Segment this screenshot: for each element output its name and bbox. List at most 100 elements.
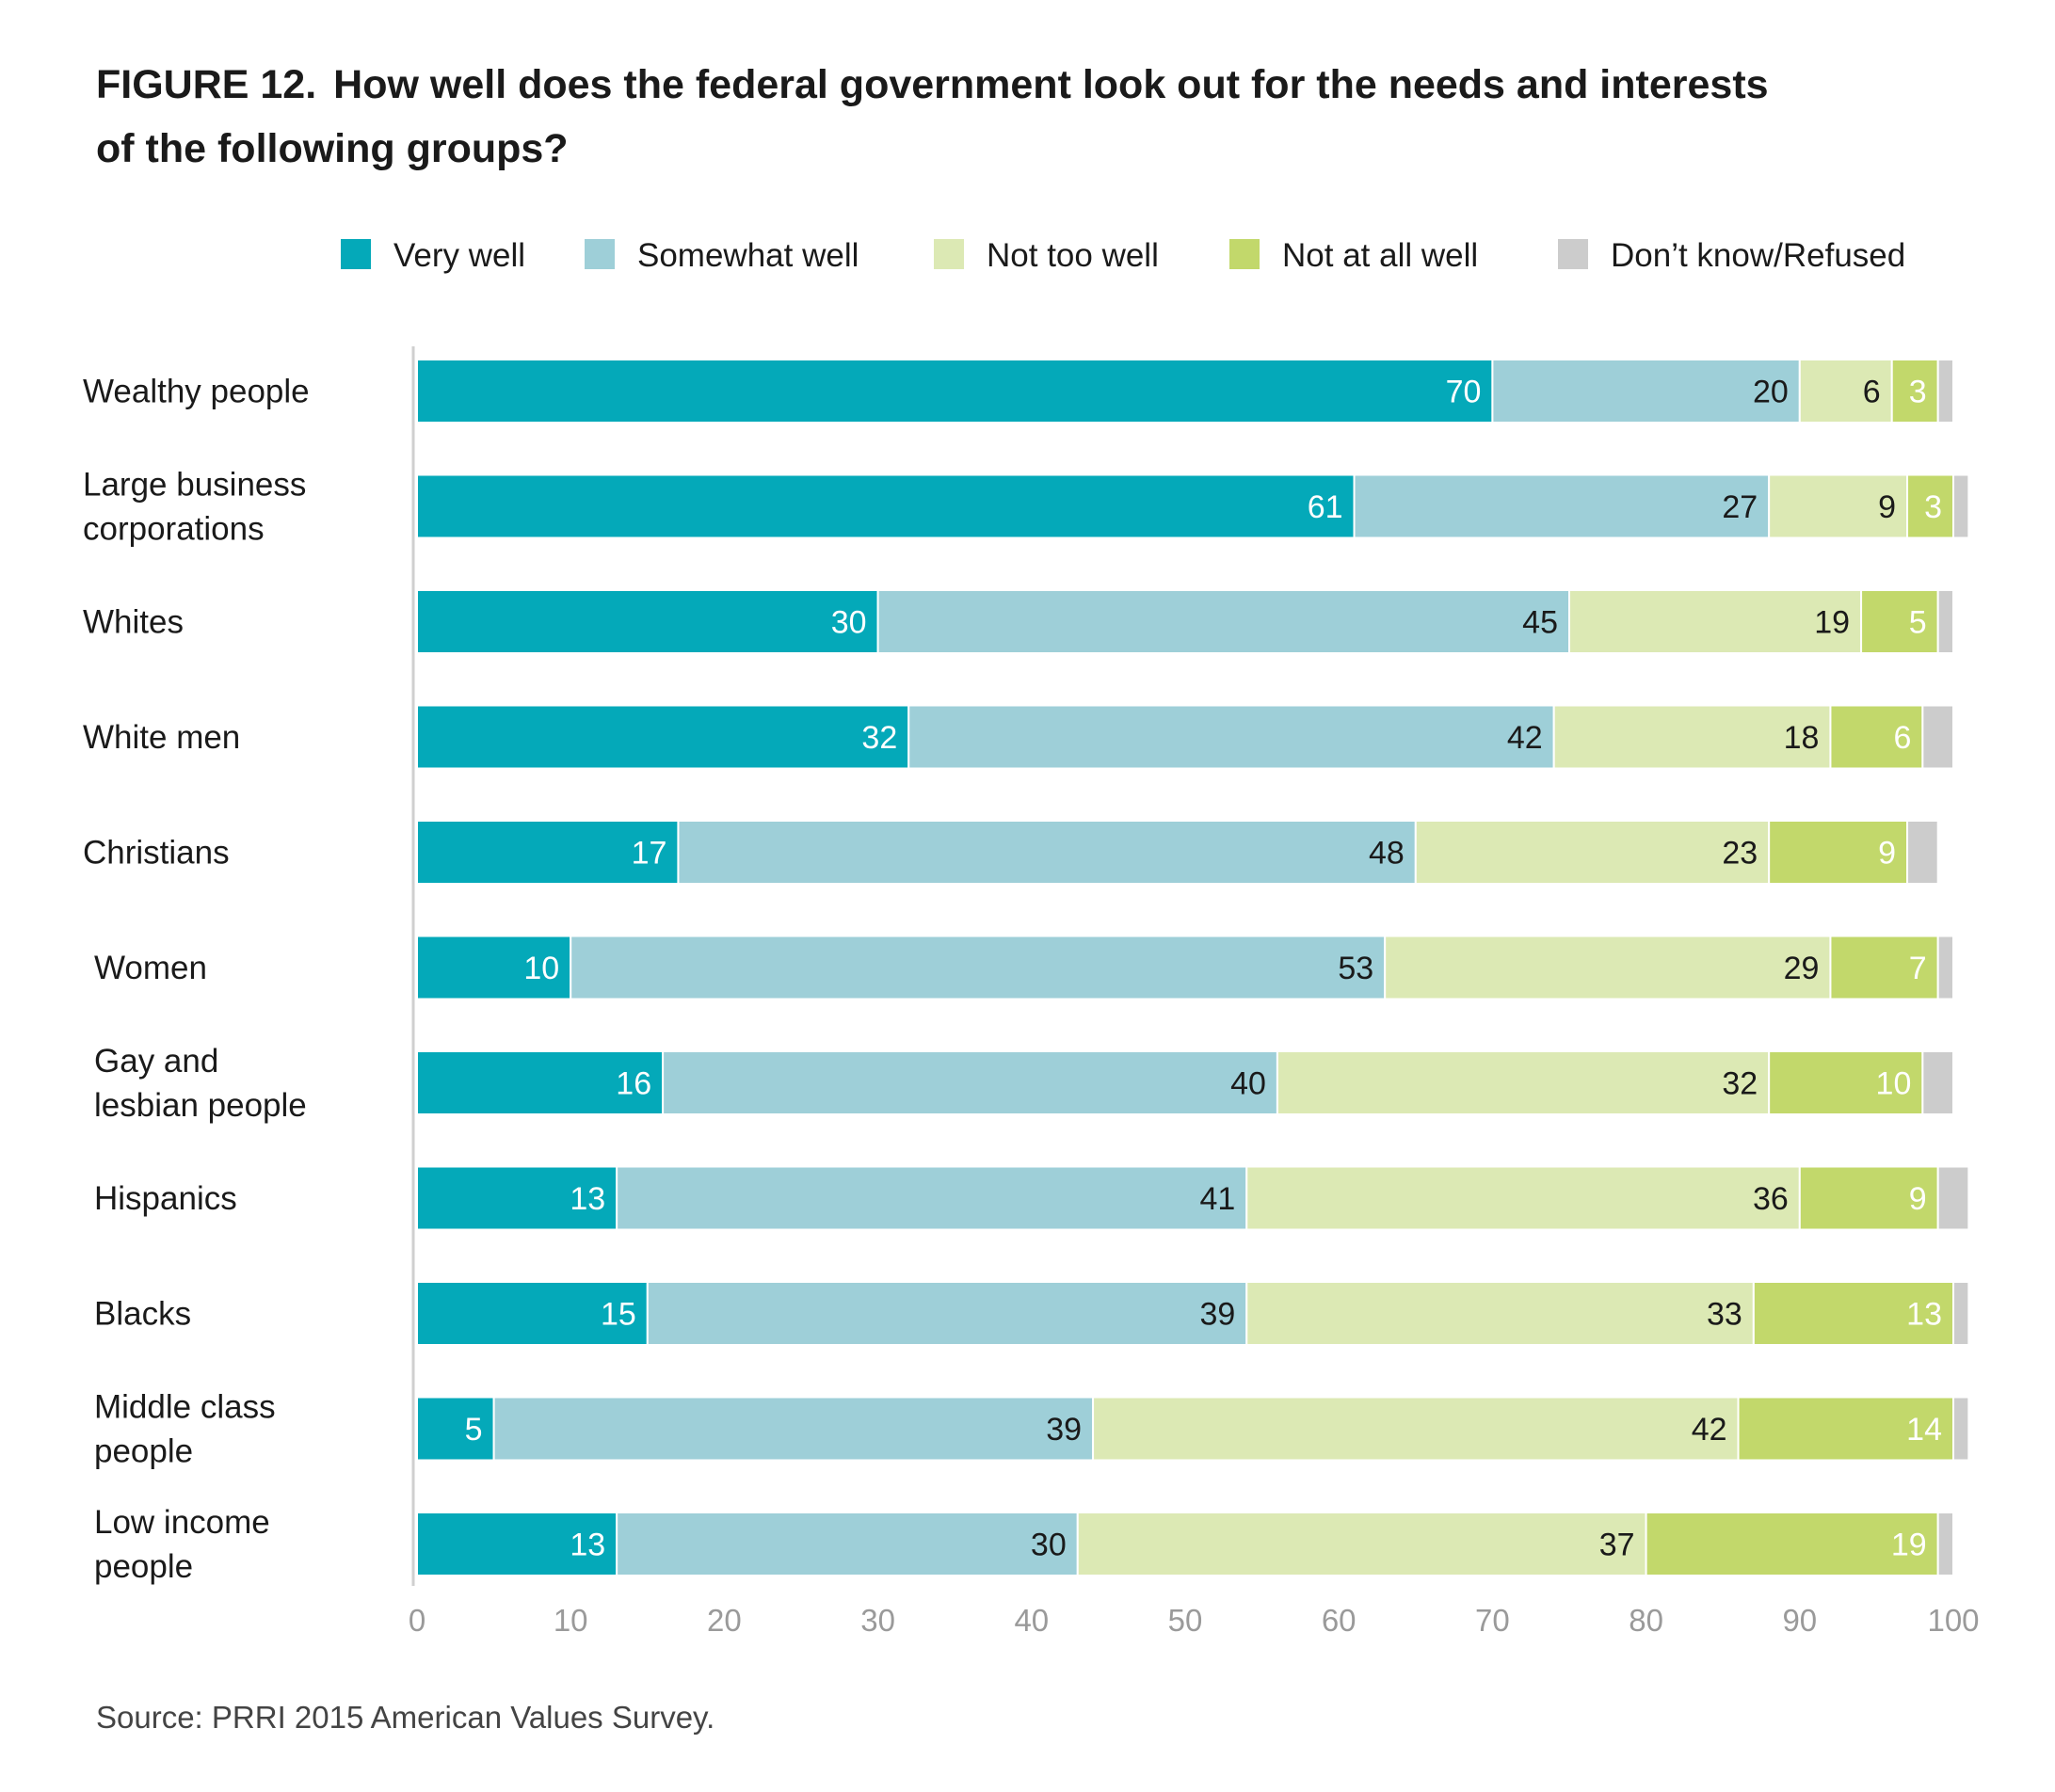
bar-segment: [1952, 1396, 1970, 1462]
figure-number: FIGURE 12.: [96, 62, 317, 107]
legend-label: Not at all well: [1282, 237, 1478, 274]
bar-segment: [1798, 359, 1893, 424]
data-label: 39: [1199, 1297, 1235, 1333]
x-tick-label: 50: [1168, 1603, 1203, 1638]
data-label: 19: [1891, 1528, 1927, 1563]
category-label: Middle class: [94, 1389, 276, 1426]
bar-segment: [1936, 359, 1954, 424]
bar-segment: [1768, 1050, 1924, 1115]
bar-segment: [1952, 1281, 1970, 1346]
bar-segment: [876, 589, 1570, 654]
data-label: 6: [1893, 720, 1911, 756]
data-label: 3: [1924, 489, 1942, 525]
bar-segment: [1752, 1281, 1954, 1346]
data-label: 30: [1031, 1528, 1067, 1563]
bar-segment: [1936, 1512, 1954, 1576]
bar-segment: [1768, 473, 1909, 539]
x-tick-label: 40: [1014, 1603, 1049, 1638]
bar-segment: [1645, 1512, 1939, 1576]
bar-segment: [1829, 704, 1924, 770]
category-labels: Wealthy people Large business corporations…: [83, 374, 310, 1586]
category-label: Christians: [83, 835, 230, 872]
data-label: 17: [632, 836, 667, 872]
legend-swatch: [1558, 239, 1588, 269]
bar-segment: [1860, 589, 1939, 654]
bar-segment: [1936, 1165, 1970, 1231]
data-label: 7: [1909, 951, 1927, 986]
data-label: 19: [1814, 605, 1850, 641]
bar-row: 15 39 33 13: [416, 1281, 1970, 1346]
data-label: 32: [1722, 1066, 1758, 1102]
bar-row: 13 41 36 9: [416, 1165, 1970, 1231]
legend-item-3: Not at all well: [1229, 237, 1478, 274]
bar-segment: [677, 820, 1417, 885]
bar-segment: [1921, 704, 1954, 770]
data-label: 20: [1753, 375, 1789, 410]
bar-segment: [1936, 589, 1954, 654]
data-label: 41: [1199, 1181, 1235, 1217]
category-label: Wealthy people: [83, 374, 310, 410]
category-label: Blacks: [94, 1296, 191, 1333]
bar-segment: [416, 1512, 618, 1576]
legend-swatch: [341, 239, 371, 269]
bar-segment: [1936, 935, 1954, 1000]
data-label: 13: [570, 1181, 605, 1217]
bar-row: 70 20 6 3: [416, 359, 1954, 424]
data-label: 10: [1876, 1066, 1912, 1102]
bar-segment: [616, 1512, 1079, 1576]
bar-segment: [907, 704, 1555, 770]
bar-segment: [1829, 935, 1939, 1000]
bar-segment: [416, 359, 1494, 424]
data-label: 29: [1784, 951, 1820, 986]
data-label: 6: [1863, 375, 1881, 410]
data-label: 30: [831, 605, 867, 641]
bar-segment: [416, 473, 1356, 539]
bar-segment: [416, 704, 910, 770]
data-label: 16: [616, 1066, 651, 1102]
category-label: Women: [94, 950, 207, 986]
category-label: Whites: [83, 604, 184, 641]
data-label: 23: [1722, 836, 1758, 872]
bar-row: 61 27 9 3: [416, 473, 1970, 539]
x-tick-label: 0: [409, 1603, 425, 1638]
x-tick-label: 10: [554, 1603, 588, 1638]
bar-segment: [416, 589, 879, 654]
data-label: 36: [1753, 1181, 1789, 1217]
bar-segment: [1353, 473, 1771, 539]
bar-segment: [646, 1281, 1248, 1346]
data-label: 3: [1909, 375, 1927, 410]
bar-segment: [1890, 359, 1939, 424]
data-label: 13: [570, 1528, 605, 1563]
data-label: 33: [1707, 1297, 1742, 1333]
bar-segment: [1384, 935, 1832, 1000]
bar-segment: [1798, 1165, 1939, 1231]
legend-swatch: [934, 239, 964, 269]
bar-segment: [1906, 473, 1955, 539]
bar-row: 5 39 42 14: [416, 1396, 1970, 1462]
data-label: 5: [1909, 605, 1927, 641]
data-label: 37: [1599, 1528, 1635, 1563]
category-label: lesbian people: [94, 1087, 307, 1124]
bar-row: 16 40 32 10: [416, 1050, 1954, 1115]
legend-swatch: [585, 239, 615, 269]
bar-segment: [416, 820, 680, 885]
data-label: 15: [601, 1297, 636, 1333]
category-label: Hispanics: [94, 1180, 237, 1217]
data-label: 42: [1692, 1412, 1727, 1448]
x-tick-label: 80: [1629, 1603, 1663, 1638]
bar-row: 13 30 37 19: [416, 1512, 1954, 1576]
x-axis: 0 10 20 30 40 50 60 70 80 90 100: [409, 346, 1980, 1638]
bar-segment: [1568, 589, 1863, 654]
title-line-2: of the following groups?: [96, 126, 569, 171]
category-label: corporations: [83, 511, 265, 548]
data-label: 42: [1507, 720, 1543, 756]
bar-segment: [662, 1050, 1278, 1115]
bar-segment: [1276, 1050, 1771, 1115]
category-label: people: [94, 1433, 193, 1470]
bar-row: 17 48 23 9: [416, 820, 1939, 885]
data-label: 9: [1909, 1181, 1927, 1217]
data-label: 40: [1230, 1066, 1266, 1102]
x-tick-label: 90: [1782, 1603, 1817, 1638]
bar-segment: [1768, 820, 1909, 885]
